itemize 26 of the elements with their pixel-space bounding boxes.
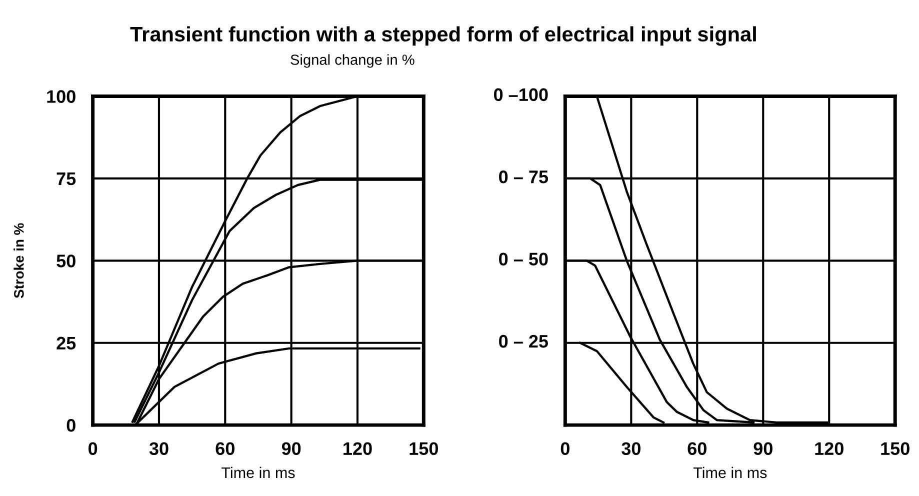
x-tick-label: 120 — [815, 442, 844, 455]
x-tick-label: 0 — [88, 442, 98, 455]
y-tick-label: 75 — [56, 172, 76, 186]
x-axis-title: Time in ms — [222, 466, 295, 478]
x-tick-label: 0 — [560, 442, 570, 455]
y-axis-title: Stroke in % — [14, 223, 24, 298]
ref-line-label: 0 – 75 — [499, 170, 548, 184]
x-tick-label: 30 — [149, 442, 168, 456]
ref-line-label: 0 – 25 — [499, 334, 548, 348]
x-tick-label: 30 — [622, 442, 640, 456]
x-axis-title: Time in ms — [693, 466, 767, 478]
chart-subtitle: Signal change in % — [290, 54, 414, 68]
x-tick-label: 60 — [216, 442, 234, 455]
ref-line-label: 0 –100 — [494, 88, 548, 102]
x-tick-label: 150 — [881, 442, 910, 455]
x-tick-label: 150 — [410, 442, 438, 455]
y-tick-label: 25 — [56, 336, 76, 350]
chart-title: Transient function with a stepped form of electrical input signal — [130, 26, 756, 46]
x-tick-label: 90 — [282, 442, 301, 455]
y-tick-label: 100 — [47, 90, 76, 103]
x-tick-label: 120 — [344, 442, 372, 455]
x-tick-label: 90 — [754, 442, 772, 455]
y-tick-label: 50 — [56, 254, 76, 268]
ref-line-label: 0 – 50 — [499, 252, 548, 266]
x-tick-label: 60 — [688, 442, 706, 455]
y-tick-label: 0 — [66, 419, 76, 432]
